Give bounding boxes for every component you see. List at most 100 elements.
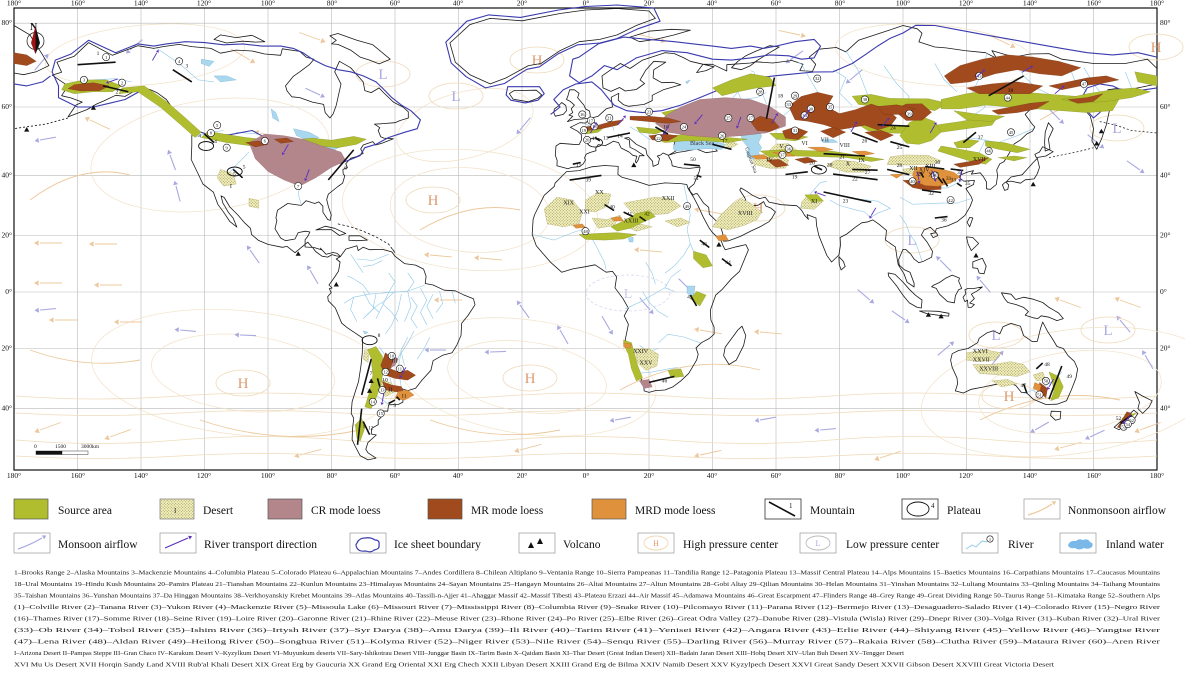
svg-text:1500: 1500 <box>55 444 66 450</box>
svg-text:Monsoon airflow: Monsoon airflow <box>58 539 138 551</box>
svg-text:L: L <box>816 539 821 548</box>
svg-text:22: 22 <box>656 136 661 141</box>
svg-text:41: 41 <box>933 173 938 178</box>
svg-text:47: 47 <box>1021 383 1027 389</box>
svg-text:II: II <box>389 388 393 394</box>
svg-text:39: 39 <box>907 111 912 116</box>
svg-text:32: 32 <box>928 191 934 197</box>
svg-text:20°: 20° <box>2 231 13 240</box>
svg-text:36: 36 <box>941 218 947 224</box>
svg-text:1: 1 <box>105 55 108 60</box>
svg-text:Desert: Desert <box>203 505 234 517</box>
svg-text:40°: 40° <box>707 0 718 8</box>
svg-text:I: I <box>174 507 177 515</box>
svg-text:H: H <box>653 539 659 548</box>
svg-text:25: 25 <box>897 145 903 151</box>
svg-text:0°: 0° <box>583 471 590 480</box>
svg-text:19: 19 <box>792 174 798 180</box>
svg-text:20°: 20° <box>1160 344 1171 353</box>
svg-text:1: 1 <box>989 537 991 542</box>
svg-text:60°: 60° <box>771 0 782 8</box>
svg-text:40°: 40° <box>1160 404 1171 413</box>
svg-text:IX: IX <box>859 158 866 164</box>
svg-text:33: 33 <box>786 102 791 107</box>
svg-text:48: 48 <box>583 229 588 234</box>
svg-text:23: 23 <box>843 199 849 205</box>
svg-text:180°: 180° <box>1150 471 1164 480</box>
svg-text:Plateau: Plateau <box>947 505 981 517</box>
svg-text:4: 4 <box>931 502 935 510</box>
svg-text:(47)–Lena River (48)–Aldan: (47)–Lena River (48)–Aldan River (49)–He… <box>14 639 1160 646</box>
svg-text:Ice sheet boundary: Ice sheet boundary <box>394 539 481 551</box>
svg-text:20°: 20° <box>1160 231 1171 240</box>
svg-text:XIII: XIII <box>925 164 935 170</box>
svg-text:16: 16 <box>580 112 585 117</box>
svg-text:52: 52 <box>1129 418 1134 423</box>
svg-text:16: 16 <box>663 125 669 131</box>
svg-text:L: L <box>991 328 1000 344</box>
svg-text:III: III <box>392 358 398 364</box>
svg-text:4: 4 <box>214 139 217 145</box>
svg-text:XXVIII: XXVIII <box>979 366 998 372</box>
svg-text:XII: XII <box>909 166 917 172</box>
svg-text:River: River <box>1008 539 1034 551</box>
svg-text:20°: 20° <box>644 0 655 8</box>
svg-text:XIX: XIX <box>563 201 574 207</box>
svg-text:26: 26 <box>862 138 868 144</box>
svg-text:36: 36 <box>786 146 791 151</box>
svg-text:60°: 60° <box>390 0 401 8</box>
svg-text:5: 5 <box>243 165 246 171</box>
svg-text:3000km: 3000km <box>81 444 100 450</box>
svg-text:31: 31 <box>793 128 798 133</box>
svg-text:13: 13 <box>603 136 609 142</box>
svg-text:Mountain: Mountain <box>810 505 855 517</box>
svg-text:27: 27 <box>865 170 871 176</box>
svg-text:10: 10 <box>382 378 388 384</box>
svg-text:I–Arizona Desert II–Pampas: I–Arizona Desert II–Pampas Steppe III–Gr… <box>14 650 904 657</box>
svg-text:I: I <box>230 184 232 190</box>
svg-text:L: L <box>1112 121 1121 137</box>
svg-text:L: L <box>907 233 916 249</box>
svg-text:40: 40 <box>910 179 915 184</box>
svg-text:0°: 0° <box>1160 287 1167 296</box>
svg-text:8: 8 <box>210 131 213 136</box>
svg-text:2: 2 <box>121 80 124 85</box>
svg-text:VII: VII <box>821 138 829 144</box>
svg-text:180°: 180° <box>1150 0 1164 8</box>
svg-text:18: 18 <box>778 94 784 100</box>
svg-text:21: 21 <box>607 116 612 121</box>
svg-text:6: 6 <box>344 165 347 171</box>
svg-text:51: 51 <box>694 176 700 182</box>
svg-text:11: 11 <box>401 394 407 400</box>
svg-text:14: 14 <box>371 400 376 405</box>
svg-text:120°: 120° <box>197 471 211 480</box>
svg-text:0°: 0° <box>583 0 590 8</box>
svg-text:1–Brooks Range 2–Alaska Moun: 1–Brooks Range 2–Alaska Mountains 3–Mack… <box>14 570 1161 577</box>
svg-text:6: 6 <box>264 139 267 144</box>
svg-text:X: X <box>846 162 851 168</box>
svg-text:60°: 60° <box>2 102 13 111</box>
svg-text:13: 13 <box>592 136 598 142</box>
svg-text:40°: 40° <box>453 0 464 8</box>
svg-text:35–Taishan Mountains 36–Yuns: 35–Taishan Mountains 36–Yunshan Mountain… <box>14 593 1161 600</box>
svg-text:XV: XV <box>916 172 925 178</box>
svg-text:50: 50 <box>690 157 696 163</box>
svg-text:180°: 180° <box>7 471 21 480</box>
svg-text:44: 44 <box>1006 95 1011 100</box>
svg-text:VIII: VIII <box>840 143 850 149</box>
svg-text:Low pressure center: Low pressure center <box>846 539 939 551</box>
svg-text:28: 28 <box>897 163 903 169</box>
svg-text:45: 45 <box>1009 130 1014 135</box>
svg-text:47: 47 <box>1082 82 1087 87</box>
svg-text:H: H <box>428 193 439 209</box>
svg-text:30: 30 <box>935 160 941 166</box>
svg-text:44: 44 <box>725 260 731 266</box>
svg-text:5: 5 <box>216 123 219 128</box>
svg-text:22: 22 <box>852 177 858 183</box>
svg-text:140°: 140° <box>1023 471 1037 480</box>
svg-text:XVI Mu Us Desert XVII Hor: XVI Mu Us Desert XVII Horqin Sandy Land … <box>14 663 1055 669</box>
svg-text:60°: 60° <box>771 471 782 480</box>
svg-text:XXI: XXI <box>579 210 590 216</box>
svg-text:60°: 60° <box>1160 102 1171 111</box>
svg-text:54: 54 <box>1126 422 1131 427</box>
